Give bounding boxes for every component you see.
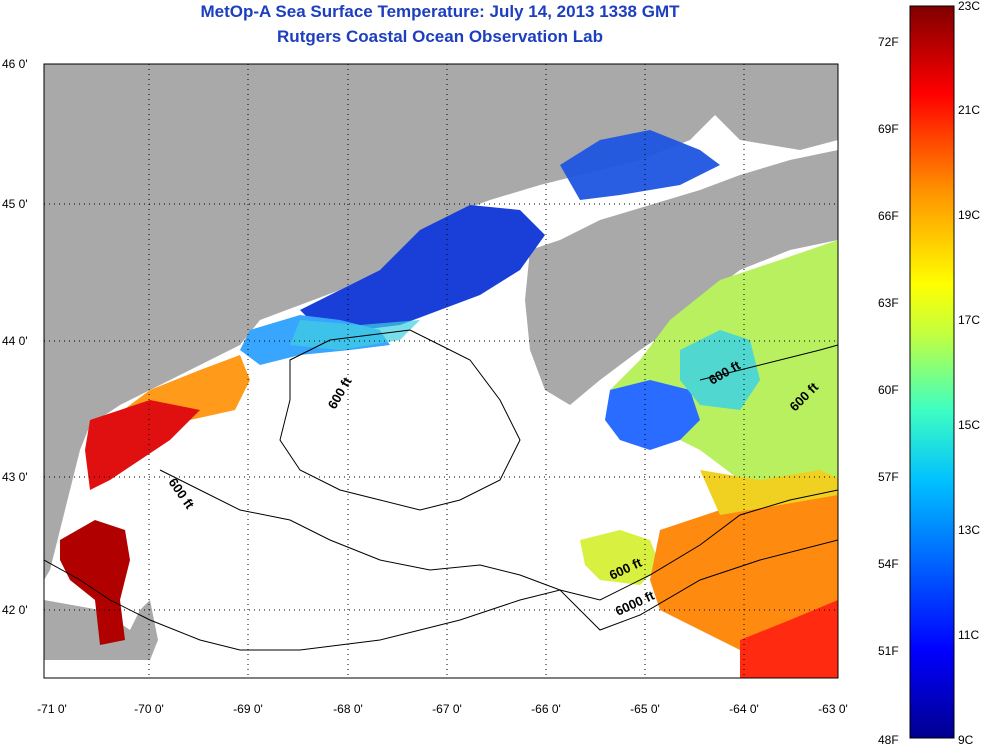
colorbar-f-labels: 72F 69F 66F 63F 60F 57F 54F 51F 48F: [878, 35, 899, 747]
sst-scotian-cyan: [680, 330, 760, 410]
y-axis: 46 0' 45 0' 44 0' 43 0' 42 0': [2, 57, 28, 617]
x-tick-label: -69 0': [233, 702, 263, 716]
y-tick-label: 43 0': [2, 470, 28, 484]
sst-georges-yellow: [580, 530, 660, 585]
sst-scotian-blue: [605, 380, 700, 450]
sst-offshore-red: [740, 600, 838, 678]
colorbar-f-label: 48F: [878, 733, 899, 747]
contour-600ft-scotian: [699, 344, 838, 381]
sst-cape-darkred: [60, 520, 130, 645]
colorbar-c-label: 9C: [958, 733, 974, 747]
colorbar-c-label: 17C: [958, 313, 980, 327]
land-new-brunswick: [700, 64, 838, 150]
colorbar-c-label: 23C: [958, 0, 980, 13]
colorbar-f-label: 51F: [878, 644, 899, 658]
colorbar-c-label: 21C: [958, 103, 980, 117]
colorbar-c-label: 11C: [958, 628, 979, 642]
y-tick-label: 45 0': [2, 197, 28, 211]
x-tick-label: -71 0': [37, 702, 67, 716]
colorbar-f-label: 66F: [878, 209, 899, 223]
colorbar-f-label: 60F: [878, 383, 899, 397]
x-tick-label: -68 0': [333, 702, 363, 716]
map-frame: [43, 63, 839, 679]
colorbar-f-label: 63F: [878, 296, 899, 310]
colorbar-f-label: 72F: [878, 35, 899, 49]
colorbar-c-label: 13C: [958, 523, 980, 537]
x-tick-label: -66 0': [531, 702, 561, 716]
colorbar-c-label: 15C: [958, 418, 980, 432]
land-maine: [44, 64, 760, 580]
sst-mass-red: [85, 400, 200, 490]
x-tick-label: -63 0': [818, 702, 848, 716]
sst-bay-of-fundy: [560, 130, 720, 200]
contour-600ft-inner: [279, 329, 521, 511]
x-tick-label: -70 0': [134, 702, 164, 716]
sst-coastal-blue: [300, 205, 545, 330]
map-subtitle: Rutgers Coastal Ocean Observation Lab: [277, 27, 603, 46]
y-tick-label: 46 0': [2, 57, 28, 71]
colorbar-c-label: 19C: [958, 208, 980, 222]
x-tick-label: -65 0': [630, 702, 660, 716]
colorbar-c-labels: 23C 21C 19C 17C 15C 13C 11C 9C: [958, 0, 980, 747]
colorbar: [909, 5, 955, 739]
sst-offshore-yellow: [700, 470, 838, 515]
x-axis: -71 0' -70 0' -69 0' -68 0' -67 0' -66 0…: [37, 702, 848, 716]
colorbar-f-label: 69F: [878, 122, 899, 136]
map-title: MetOp-A Sea Surface Temperature: July 14…: [200, 2, 680, 21]
land-nova-scotia: [525, 150, 838, 405]
x-tick-label: -64 0': [729, 702, 759, 716]
contour-600ft-gulf: [159, 469, 838, 601]
y-tick-label: 42 0': [2, 603, 28, 617]
x-tick-label: -67 0': [432, 702, 462, 716]
sst-coastal-teal: [290, 320, 420, 350]
colorbar-f-label: 54F: [878, 557, 899, 571]
y-tick-label: 44 0': [2, 334, 28, 348]
colorbar-f-label: 57F: [878, 470, 899, 484]
